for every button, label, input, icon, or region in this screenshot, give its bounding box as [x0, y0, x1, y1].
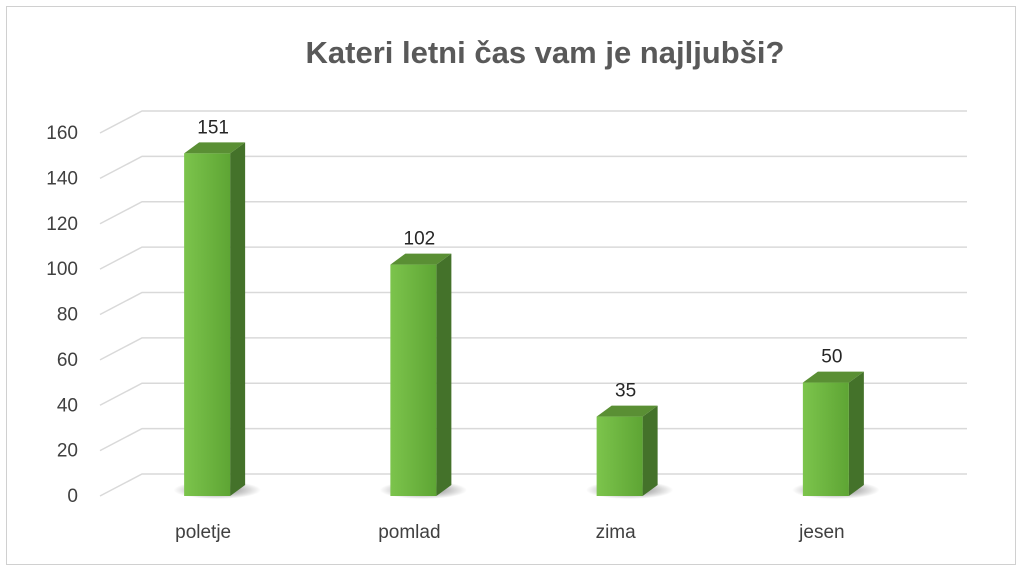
y-tick-label: 40	[57, 395, 78, 416]
gridline	[99, 382, 967, 406]
bars: 151 102 35 50	[173, 117, 880, 499]
bar-front	[390, 264, 437, 496]
bar-zima: 35	[585, 381, 674, 499]
y-tick-label: 140	[46, 168, 78, 189]
x-category-label: poletje	[175, 522, 231, 543]
bar-top	[802, 371, 864, 383]
y-tick-label: 60	[57, 350, 78, 371]
data-label: 102	[404, 229, 436, 250]
gridlines	[99, 110, 967, 497]
bar-side	[230, 142, 246, 496]
y-tick-label: 20	[57, 441, 78, 462]
bar-front	[596, 416, 643, 496]
data-label: 50	[821, 347, 842, 368]
y-tick-label: 100	[46, 259, 78, 280]
bar-side	[642, 405, 658, 496]
chart-title: Kateri letni čas vam je najljubši?	[306, 35, 785, 70]
gridline	[99, 473, 967, 497]
bar-top	[596, 405, 658, 417]
y-tick-label: 120	[46, 214, 78, 235]
gridline	[99, 337, 967, 361]
bar-side	[848, 371, 864, 496]
y-axis-ticks: 0 20 40 60 80 100 120 140 160	[46, 123, 78, 507]
x-category-label: jesen	[798, 522, 844, 543]
bar-top	[390, 253, 452, 265]
y-tick-label: 0	[67, 486, 78, 507]
bar-pomlad: 102	[379, 229, 468, 499]
x-category-label: zima	[596, 522, 637, 543]
data-label: 151	[197, 117, 229, 138]
y-tick-label: 80	[57, 305, 78, 326]
gridline	[99, 155, 967, 180]
gridline	[99, 246, 967, 270]
bar-side	[436, 253, 452, 496]
y-tick-label: 160	[46, 123, 78, 144]
bar-jesen: 50	[792, 347, 880, 499]
bar-poletje: 151	[173, 117, 261, 499]
data-label: 35	[615, 381, 636, 402]
gridline	[99, 291, 967, 316]
bar-top	[184, 142, 246, 154]
gridline	[99, 201, 967, 225]
bar-front	[802, 382, 849, 496]
x-category-label: pomlad	[378, 522, 440, 543]
bar-front	[184, 153, 231, 496]
gridline	[99, 427, 967, 452]
x-axis-categories: poletje pomlad zima jesen	[175, 522, 844, 543]
gridline	[99, 110, 967, 134]
